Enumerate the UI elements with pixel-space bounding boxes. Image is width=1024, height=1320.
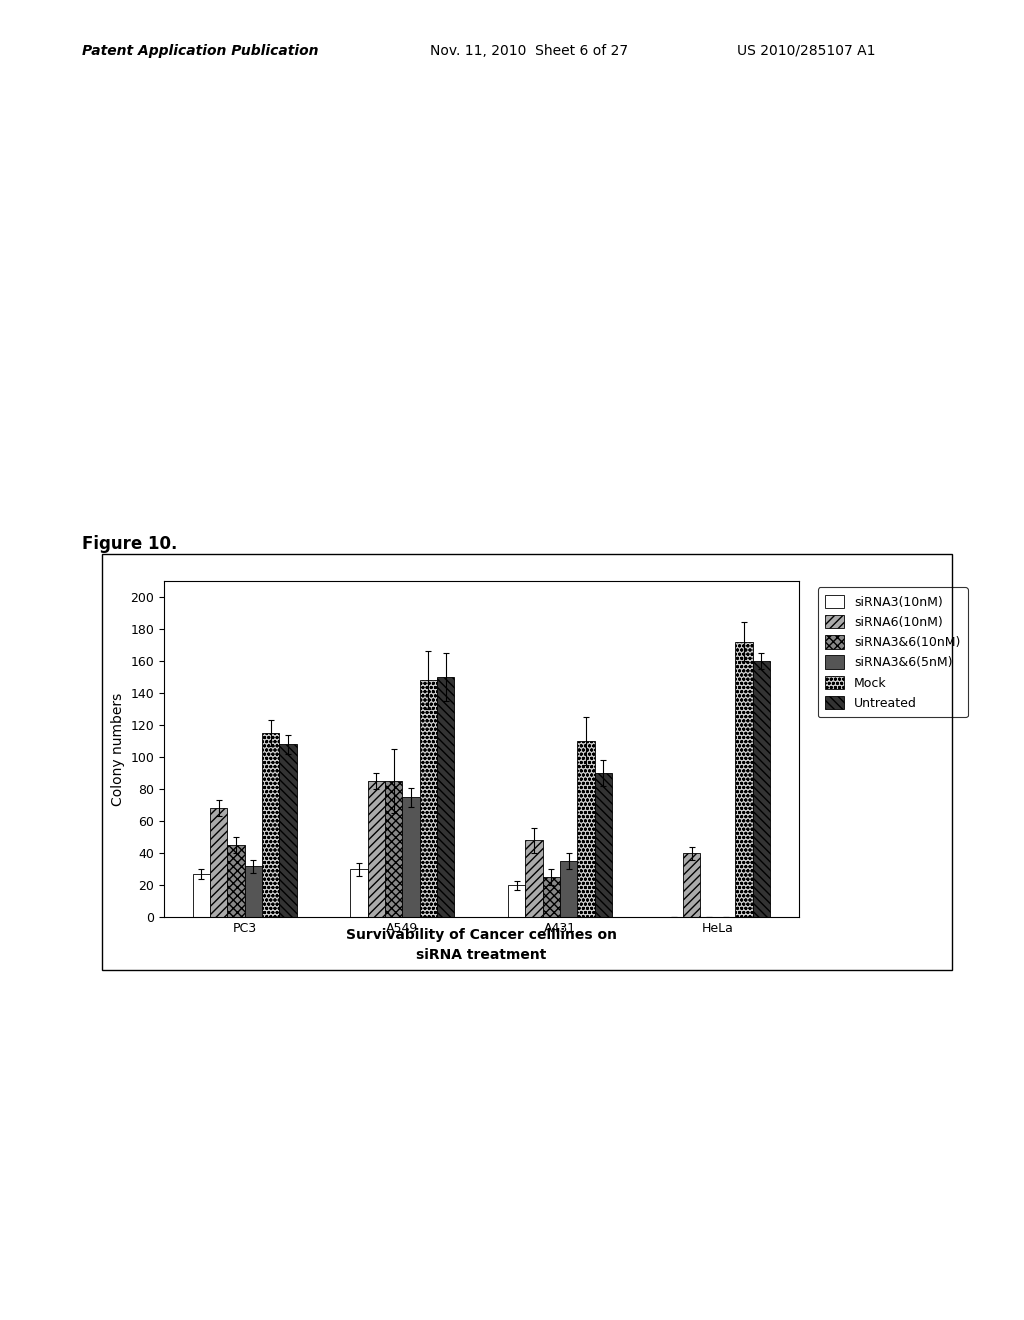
Text: Nov. 11, 2010  Sheet 6 of 27: Nov. 11, 2010 Sheet 6 of 27 (430, 44, 628, 58)
Bar (578, 741, 595, 917)
Bar (402, 797, 420, 917)
Bar (683, 853, 700, 917)
Y-axis label: Colony numbers: Colony numbers (111, 693, 125, 805)
Bar (350, 870, 368, 917)
Bar (595, 774, 612, 917)
Text: Figure 10.: Figure 10. (82, 535, 177, 553)
Bar (210, 808, 227, 917)
Bar (193, 874, 210, 917)
Bar (437, 677, 455, 917)
Bar (543, 878, 560, 917)
Bar (560, 862, 578, 917)
Bar (753, 661, 770, 917)
Bar (368, 781, 385, 917)
Bar (245, 866, 262, 917)
Bar (227, 845, 245, 917)
Legend: siRNA3(10nM), siRNA6(10nM), siRNA3&6(10nM), siRNA3&6(5nM), Mock, Untreated: siRNA3(10nM), siRNA6(10nM), siRNA3&6(10n… (818, 587, 968, 717)
Text: siRNA treatment: siRNA treatment (416, 948, 547, 962)
Bar (420, 680, 437, 917)
Bar (508, 886, 525, 917)
Text: Survivability of Cancer celllines on: Survivability of Cancer celllines on (346, 928, 616, 942)
Bar (525, 841, 543, 917)
Bar (280, 744, 297, 917)
Bar (385, 781, 402, 917)
Bar (262, 733, 280, 917)
Text: Patent Application Publication: Patent Application Publication (82, 44, 318, 58)
Bar (735, 642, 753, 917)
Text: US 2010/285107 A1: US 2010/285107 A1 (737, 44, 876, 58)
